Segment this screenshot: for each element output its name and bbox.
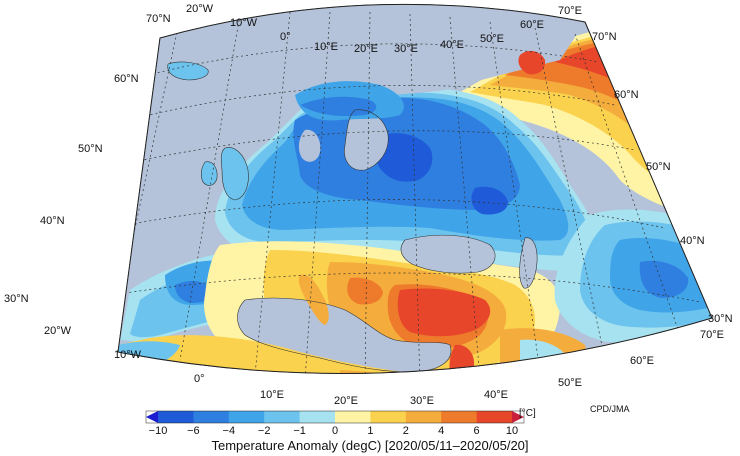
iceland-land [167, 62, 209, 80]
baltic-sea [344, 109, 389, 171]
colorbar [145, 410, 525, 424]
lat-label-left-40n: 40°N [40, 215, 65, 227]
meridian-20w [118, 17, 181, 346]
map-border [117, 3, 713, 374]
lon-label-bottom-10w: 10°W [114, 349, 142, 361]
north-sea-inlet [298, 129, 321, 162]
lat-label-left-60n: 60°N [114, 73, 139, 85]
parallel-50n [119, 130, 636, 166]
british-isles-land [221, 147, 249, 200]
colorbar-unit: [°C] [519, 408, 536, 419]
lat-label-right-40n: 40°N [680, 235, 705, 247]
caspian-sea [519, 237, 538, 289]
colorbar-outline [145, 410, 525, 424]
lon-label-bottom-60e: 60°E [630, 355, 654, 367]
coastlines [167, 61, 538, 373]
lat-label-left-50n: 50°N [78, 143, 103, 155]
credit-label: CPD/JMA [590, 404, 630, 414]
lon-label-top-40e: 40°E [440, 39, 464, 51]
colorbar-cell [405, 411, 442, 423]
lat-label-right-70n: 70°N [592, 31, 617, 43]
meridian-60e [534, 27, 606, 361]
mediterranean-sea [237, 298, 451, 372]
lon-label-top-20e: 20°E [354, 43, 378, 55]
atlantic-arctic-ocean [118, 4, 585, 353]
land-anomaly-lt-m6-2 [471, 186, 508, 215]
colorbar-tick-label: 1 [367, 425, 373, 437]
lon-label-bottom-20w: 20°W [44, 325, 72, 337]
lon-label-bottom-0: 0° [194, 373, 205, 385]
meridian-10e [304, 11, 331, 374]
lon-label-bottom-40e: 40°E [484, 389, 508, 401]
lon-label-top-0: 0° [280, 31, 291, 43]
lon-label-bottom-30e: 30°E [410, 395, 434, 407]
colorbar-tick-label: −1 [293, 425, 306, 437]
lat-label-right-60n: 60°N [614, 89, 639, 101]
colorbar-cell [335, 411, 371, 423]
lat-label-right-30n: 30°N [708, 313, 733, 325]
colorbar-cell [476, 411, 513, 423]
lat-label-left-30n: 30°N [4, 293, 29, 305]
colorbar-ticks: −10 −6 −4 −2 −1 0 1 2 4 6 10 [149, 425, 518, 437]
lon-label-top-70e: 70°E [558, 5, 582, 17]
colorbar-tick-label: 6 [474, 425, 480, 437]
map-title: Temperature Anomaly (degC) [2020/05/11–2… [211, 438, 529, 453]
colorbar-high-arrow [512, 411, 524, 423]
lon-label-top-10e: 10°E [314, 41, 338, 53]
lon-label-top-60e: 60°E [520, 19, 544, 31]
colorbar-tick-label: −2 [258, 425, 271, 437]
italy-land [298, 274, 329, 325]
asia-anomaly-m6-m4 [639, 260, 689, 298]
colorbar-cell [264, 411, 301, 423]
colorbar-tick-label: 2 [403, 425, 409, 437]
colorbar-cell [441, 411, 478, 423]
meridian-30e [409, 13, 421, 374]
parallel-65n [147, 43, 599, 76]
colorbar-cell [193, 411, 230, 423]
land-anomaly-lt-m6 [374, 133, 433, 182]
scandinavia-cold-core [300, 96, 377, 116]
lon-label-bottom-10e: 10°E [260, 389, 284, 401]
colorbar-tick-label: −4 [223, 425, 236, 437]
arctic-island [518, 50, 546, 75]
lon-label-bottom-20e: 20°E [334, 395, 358, 407]
colorbar-cell [370, 411, 407, 423]
colorbar-tick-label: −10 [149, 425, 168, 437]
anatolia-land [397, 288, 491, 337]
parallel-30n [118, 272, 701, 303]
colorbar-cell [299, 411, 336, 423]
lon-label-top-10w: 10°W [230, 17, 258, 29]
colorbar-tick-label: 10 [506, 425, 518, 437]
meridian-0 [254, 11, 291, 374]
colorbar-low-arrow [146, 411, 158, 423]
meridian-10w [179, 14, 241, 361]
balkan-anomaly-4-6 [347, 277, 383, 305]
colorbar-cell [158, 411, 194, 423]
lon-label-bottom-70e: 70°E [700, 329, 724, 341]
lon-label-top-30e: 30°E [394, 43, 418, 55]
ireland-land [201, 161, 218, 186]
lon-label-bottom-50e: 50°E [558, 377, 582, 389]
meridian-50e [489, 21, 541, 373]
lon-label-top-50e: 50°E [480, 33, 504, 45]
colorbar-tick-label: 0 [332, 425, 338, 437]
colorbar-cell [228, 411, 265, 423]
colorbar-tick-label: 4 [438, 425, 444, 437]
north-africa-land [118, 335, 530, 374]
lat-label-right-50n: 50°N [646, 161, 671, 173]
colorbar-tick-label: −6 [187, 425, 200, 437]
meridian-40e [449, 16, 481, 374]
lon-label-top-20w: 20°W [186, 3, 214, 15]
iberia-anomaly-m6-m4 [175, 280, 213, 303]
lat-label-left-70n: 70°N [146, 13, 171, 25]
meridian-70e [574, 33, 681, 336]
black-sea [400, 235, 496, 274]
